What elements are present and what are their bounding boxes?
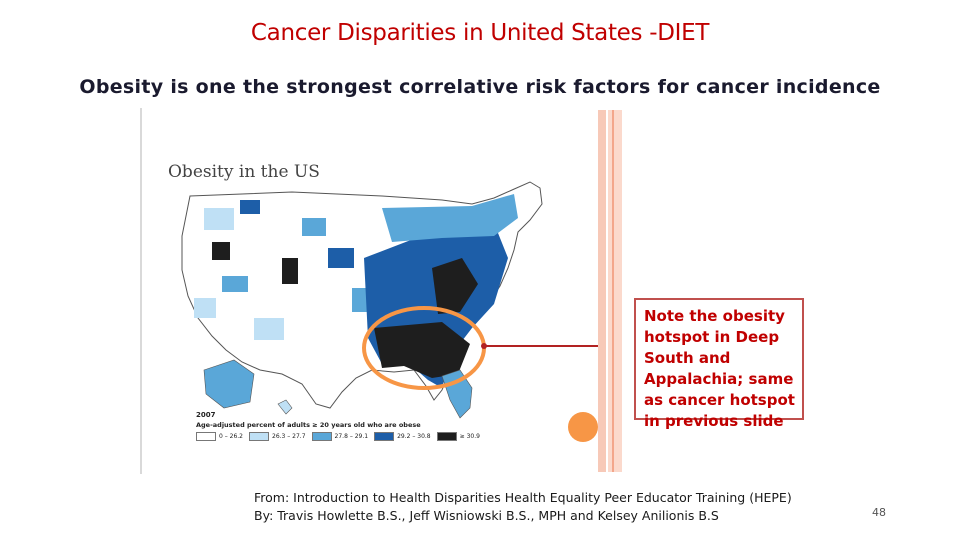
callout-dot-left xyxy=(481,343,487,349)
decorative-stripe xyxy=(598,110,606,472)
legend-item: 26.3 – 27.7 xyxy=(249,432,306,441)
source-line-2: By: Travis Howlette B.S., Jeff Wisniowsk… xyxy=(254,508,719,523)
legend-item: 29.2 – 30.8 xyxy=(374,432,431,441)
note-line: Appalachia; same xyxy=(644,370,794,388)
map-panel: Obesity in the US xyxy=(140,108,602,474)
legend-item: 27.8 – 29.1 xyxy=(311,432,369,441)
map-legend: 0 – 26.2 26.3 – 27.7 27.8 – 29.1 29.2 – … xyxy=(196,432,480,441)
note-line: South and xyxy=(644,349,731,367)
note-callout-box xyxy=(634,298,804,420)
north-region xyxy=(382,194,518,242)
county-block xyxy=(204,208,234,230)
county-block xyxy=(254,318,284,340)
county-block xyxy=(222,276,248,292)
appalachia-region xyxy=(432,258,478,314)
county-block xyxy=(282,258,298,284)
county-block xyxy=(212,242,230,260)
note-line: in previous slide xyxy=(644,412,784,430)
county-block xyxy=(240,200,260,214)
legend-swatch xyxy=(249,432,269,441)
county-block xyxy=(194,298,216,318)
hawaii-inset xyxy=(277,399,293,415)
legend-swatch xyxy=(436,432,457,441)
note-line: Note the obesity xyxy=(644,307,785,325)
legend-caption: Age-adjusted percent of adults ≥ 20 year… xyxy=(196,421,421,429)
page-number: 48 xyxy=(872,506,886,519)
alaska-inset xyxy=(203,359,255,409)
note-line: as cancer hotspot xyxy=(644,391,795,409)
legend-year: 2007 xyxy=(196,411,216,419)
legend-label: 0 – 26.2 xyxy=(219,433,243,440)
deep-south-region xyxy=(374,322,470,378)
source-citation: From: Introduction to Health Disparities… xyxy=(254,489,792,525)
decorative-stripe xyxy=(612,110,614,472)
legend-label: 29.2 – 30.8 xyxy=(397,433,431,440)
us-obesity-map xyxy=(181,181,602,419)
slide-subtitle: Obesity is one the strongest correlative… xyxy=(79,76,881,98)
county-block xyxy=(328,248,354,268)
slide-title: Cancer Disparities in United States -DIE… xyxy=(250,20,710,46)
note-line: hotspot in Deep xyxy=(644,328,780,346)
map-title: Obesity in the US xyxy=(168,162,320,182)
legend-label: 27.8 – 29.1 xyxy=(334,433,369,440)
legend-item: ≥ 30.9 xyxy=(436,432,480,441)
decorative-orange-dot xyxy=(568,412,598,442)
legend-label: 26.3 – 27.7 xyxy=(272,433,306,440)
legend-label: ≥ 30.9 xyxy=(459,433,480,440)
florida xyxy=(441,369,473,419)
county-block xyxy=(302,218,326,236)
legend-swatch xyxy=(196,432,216,441)
decorative-stripe xyxy=(608,110,622,472)
source-line-1: From: Introduction to Health Disparities… xyxy=(254,490,792,505)
legend-swatch xyxy=(374,432,395,441)
legend-swatch xyxy=(311,432,332,441)
note-text: Note the obesity hotspot in Deep South a… xyxy=(644,306,804,432)
legend-item: 0 – 26.2 xyxy=(196,432,243,441)
